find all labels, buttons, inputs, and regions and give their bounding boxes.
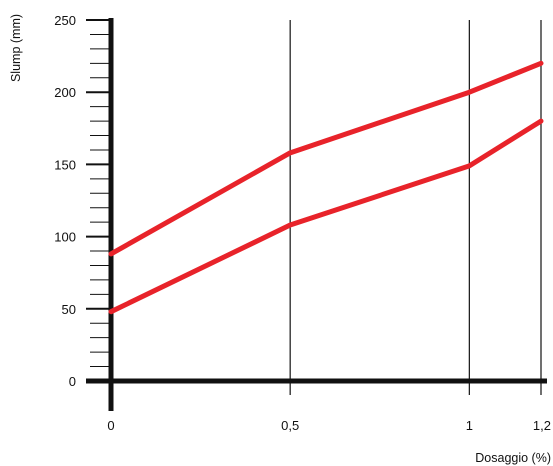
axes (86, 18, 547, 411)
y-tick-label-50: 50 (62, 302, 76, 317)
y-tick-label-0: 0 (69, 374, 76, 389)
x-tick-labels: 0 0,5 1 1,2 (107, 418, 551, 433)
series-lines (108, 60, 544, 315)
x-axis-label: Dosaggio (%) (475, 451, 551, 465)
y-tick-label-200: 200 (54, 85, 76, 100)
x-tick-label-1: 0,5 (281, 418, 299, 433)
y-tick-label-100: 100 (54, 230, 76, 245)
x-tick-label-0: 0 (107, 418, 114, 433)
series-line-2 (108, 118, 544, 315)
x-tick-label-3: 1,2 (533, 418, 551, 433)
y-tick-labels: 0 50 100 150 200 250 (54, 13, 76, 389)
y-minor-ticks (86, 19, 111, 382)
series-line-1 (108, 60, 544, 257)
vertical-grid (289, 20, 542, 395)
x-tick-label-2: 1 (466, 418, 473, 433)
y-tick-label-250: 250 (54, 13, 76, 28)
y-axis-label: Slump (mm) (9, 14, 23, 82)
y-tick-label-150: 150 (54, 157, 76, 172)
